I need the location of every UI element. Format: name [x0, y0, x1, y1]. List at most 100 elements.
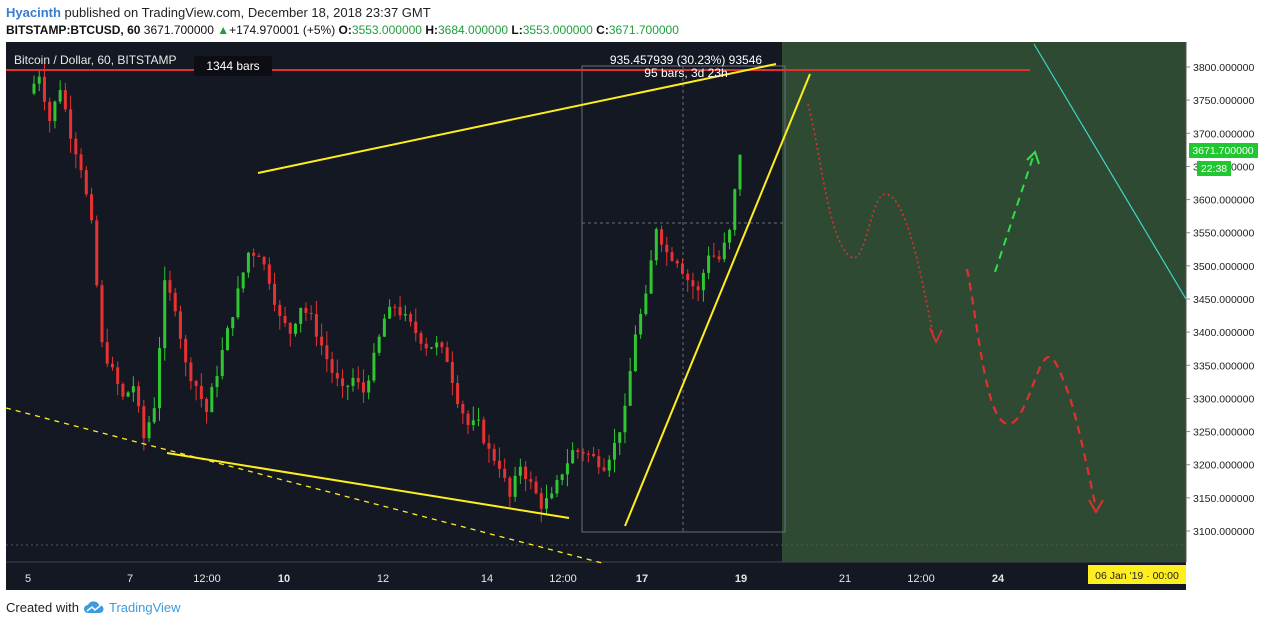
candle-body — [576, 450, 580, 452]
price-tick-label: 3550.000000 — [1193, 228, 1254, 240]
candle-body — [257, 255, 261, 257]
candle-body — [728, 229, 732, 243]
candle-body — [178, 311, 182, 339]
dotted-arrow-head-icon — [929, 327, 943, 344]
upper-trendline[interactable] — [257, 63, 777, 174]
rising-trendline[interactable] — [624, 73, 811, 527]
publish-line: Hyacinth published on TradingView.com, D… — [6, 5, 431, 20]
candle-body — [189, 362, 193, 382]
candle-body — [299, 307, 303, 324]
candle-body — [246, 252, 250, 273]
candle-body — [116, 367, 120, 384]
candle-body — [471, 420, 475, 426]
candle-body — [58, 90, 62, 102]
candle-body — [555, 479, 559, 494]
candle-body — [680, 263, 684, 274]
candle-body — [665, 244, 669, 253]
candle-body — [581, 451, 585, 454]
candle-body — [95, 220, 99, 286]
candle-body — [53, 101, 57, 122]
candle-body — [592, 453, 596, 457]
time-tick-label: 24 — [992, 573, 1005, 585]
price-tick-label: 3450.000000 — [1193, 294, 1254, 306]
time-axis — [6, 562, 1186, 590]
date-badge: 06 Jan '19 · 00:00 — [1095, 570, 1179, 582]
tradingview-cloud-icon — [83, 600, 104, 613]
candle-body — [691, 280, 695, 287]
footer: Created with TradingView — [6, 600, 181, 615]
candle-body — [565, 463, 569, 475]
price-chart[interactable]: 3800.0000003750.0000003700.0000003650.00… — [6, 42, 1268, 590]
candle-body — [131, 386, 135, 393]
candle-body — [304, 307, 308, 313]
cyan-trendline[interactable] — [1033, 43, 1187, 300]
candle-body — [79, 154, 83, 171]
candle-body — [168, 280, 172, 293]
candle-body — [419, 333, 423, 344]
candle-body — [346, 385, 350, 387]
dashed-arrow-head-icon — [1088, 499, 1104, 514]
candle-body — [367, 380, 371, 393]
close-label: C: — [596, 23, 609, 37]
tradingview-brand[interactable]: TradingView — [108, 600, 181, 615]
candle-body — [210, 387, 214, 413]
high-label: H: — [425, 23, 438, 37]
candle-body — [445, 347, 449, 362]
bullish-projection — [994, 156, 1034, 273]
author-name[interactable]: Hyacinth — [6, 5, 61, 20]
candle-body — [461, 404, 465, 414]
low-value: 3553.000000 — [522, 23, 593, 37]
created-with-label: Created with — [6, 600, 79, 615]
candle-body — [639, 314, 643, 335]
candle-body — [341, 378, 345, 386]
candle-body — [733, 189, 737, 230]
time-tick-label: 17 — [636, 573, 648, 585]
candle-body — [110, 363, 114, 368]
candle-body — [649, 260, 653, 294]
bars-badge: 1344 bars — [206, 59, 259, 73]
candle-body — [267, 264, 271, 284]
price-tick-label: 3800.000000 — [1193, 62, 1254, 74]
candle-body — [215, 376, 219, 388]
candle-body — [539, 493, 543, 509]
candle-body — [675, 260, 679, 264]
candle-body — [252, 252, 256, 256]
candle-body — [545, 498, 549, 509]
candle-body — [393, 306, 397, 308]
candle-body — [712, 255, 716, 257]
candle-body — [262, 256, 266, 265]
candle-body — [278, 304, 282, 317]
candle-body — [236, 288, 240, 318]
bars-badge-bg — [194, 56, 272, 76]
date-badge-bg — [1088, 565, 1186, 584]
candle-body — [100, 285, 104, 343]
candle-body — [586, 453, 590, 455]
candle-body — [456, 382, 460, 405]
candle-body — [633, 334, 637, 372]
candle-body — [351, 377, 355, 386]
candle-body — [628, 371, 632, 406]
candle-body — [356, 377, 360, 383]
candle-body — [84, 170, 88, 195]
time-axis-ticks: 5 7 12:00 10 12 14 12:00 17 19 21 12:00 24 — [25, 573, 1005, 585]
candle-body — [90, 194, 94, 221]
candle-body — [199, 385, 203, 399]
candle-body — [74, 138, 78, 155]
price-tick-label: 3500.000000 — [1193, 261, 1254, 273]
candle-body — [142, 406, 146, 439]
candle-body — [173, 292, 177, 312]
candle-body — [37, 76, 41, 84]
projection-zone — [782, 42, 1186, 562]
lower-trendline[interactable] — [166, 452, 570, 519]
candle-body — [372, 352, 376, 381]
candle-body — [612, 442, 616, 460]
candle-body — [283, 316, 287, 323]
bullish-arrow-head-icon — [1026, 150, 1040, 165]
time-tick-label: 14 — [481, 573, 493, 585]
price-tick-label: 3350.000000 — [1193, 360, 1254, 372]
candle-body — [450, 361, 454, 383]
candle-body — [440, 342, 444, 348]
long-dashed-trendline[interactable] — [6, 407, 607, 565]
time-tick-label: 12:00 — [549, 573, 577, 585]
candle-body — [435, 342, 439, 348]
